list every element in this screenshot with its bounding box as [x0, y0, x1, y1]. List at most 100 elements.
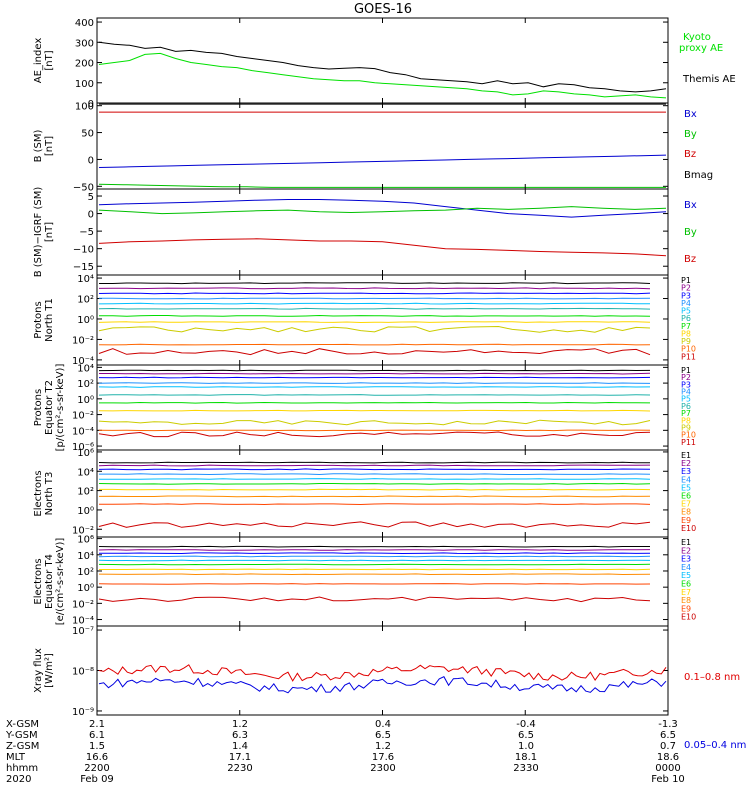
channel-line-e2: [98, 549, 651, 551]
panel-4: 10⁴ 10² 10⁰ 10⁻² 10⁻⁴ Protons North T1 P1P2P3P4…: [33, 274, 696, 367]
channel-line-p11: [98, 348, 651, 356]
y-tick-label: 400: [75, 18, 94, 29]
y-axis-label: North T1: [44, 298, 55, 342]
legend-e7: E7: [681, 500, 691, 509]
y-axis-label: North T3: [44, 472, 55, 516]
series-line-xray-2: [98, 676, 667, 694]
channel-line-p7: [99, 401, 651, 404]
ephem-cell: 1.2: [375, 741, 391, 752]
ephem-cell: 2200: [84, 763, 109, 774]
legend-p5: P5: [681, 395, 691, 404]
y-tick-label: 0: [88, 99, 94, 110]
ephem-cell: 16.6: [86, 752, 108, 763]
y-tick-label: 10²: [77, 487, 94, 498]
y-axis-label: Equator T2: [44, 380, 55, 435]
channel-line-p1: [99, 282, 651, 285]
y-axis-label: Electrons: [33, 558, 44, 604]
ephem-cell: 2330: [513, 763, 538, 774]
y-tick-label: 10⁰: [77, 583, 94, 594]
channel-line-p10: [98, 429, 651, 432]
legend-e1: E1: [681, 538, 691, 547]
channel-line-e6: [98, 563, 651, 566]
ephem-row-label: hhmm: [6, 763, 38, 774]
legend-p6: P6: [681, 314, 691, 323]
legend-e8: E8: [681, 508, 691, 517]
channel-line-e3: [98, 552, 651, 555]
y-tick-label: 50: [81, 129, 94, 140]
ephem-cell: 17.1: [229, 752, 251, 763]
y-axis-label: AE_index: [33, 38, 44, 84]
legend-p10: P10: [681, 431, 696, 440]
legend-bx: Bx: [684, 109, 697, 120]
legend-bx: Bx: [684, 200, 697, 211]
channel-line-p3: [98, 376, 651, 379]
channel-line-e8: [98, 495, 651, 498]
legend-p4: P4: [681, 388, 691, 397]
ephem-cell: Feb 10: [651, 774, 685, 785]
legend-by: By: [684, 129, 697, 140]
channel-line-e5: [98, 559, 651, 562]
y-tick-label: 10⁻⁸: [72, 667, 94, 678]
y-axis-label: [nT]: [44, 50, 55, 70]
legend-p8: P8: [681, 329, 691, 338]
y-tick-label: 10²: [77, 295, 94, 306]
legend-p7: P7: [681, 322, 691, 331]
channel-line-e7: [99, 488, 651, 491]
y-tick-label: 10⁴: [77, 274, 94, 285]
ephem-cell: -0.4: [516, 719, 536, 730]
ephem-row-label: Z-GSM: [6, 741, 39, 752]
legend-bmag: Bmag: [684, 170, 713, 181]
y-tick-label: −10: [73, 245, 94, 256]
y-tick-label: 200: [75, 59, 94, 70]
legend-p5: P5: [681, 307, 691, 316]
channel-line-e8: [98, 573, 651, 576]
ephem-cell: 6.3: [232, 730, 248, 741]
y-tick-label: 10⁻²: [72, 525, 94, 536]
panel-8: 10⁻⁷ 10⁻⁸ 10⁻⁹ Xray flux [W/m²] 0.1–0.8 nm 0.0…: [33, 625, 746, 751]
y-tick-label: 10⁶: [77, 535, 94, 546]
y-tick-label: 10⁻⁴: [72, 356, 94, 367]
legend-e4: E4: [681, 563, 691, 572]
channel-line-p2: [99, 372, 651, 375]
ephem-cell: 6.1: [89, 730, 105, 741]
channel-line-p7: [99, 314, 651, 317]
channel-line-p4: [98, 382, 651, 384]
y-tick-label: 10⁻⁷: [72, 626, 94, 637]
channel-line-e7: [99, 568, 651, 571]
channel-line-p6: [98, 394, 651, 396]
ephem-cell: 2230: [227, 763, 252, 774]
channel-line-p9: [98, 325, 651, 333]
legend-e10: E10: [681, 613, 696, 622]
channel-line-e6: [98, 482, 651, 485]
ephem-cell: 1.4: [232, 741, 248, 752]
y-axis-label: Xray flux: [33, 648, 44, 693]
channel-line-e3: [98, 468, 651, 471]
legend-e5: E5: [681, 483, 691, 492]
channel-line-e1: [98, 461, 650, 464]
channel-line-p9: [98, 419, 651, 426]
y-tick-label: 10⁻⁴: [72, 616, 94, 627]
legend-p2: P2: [681, 373, 691, 382]
y-axis-label: B (SM): [33, 129, 44, 162]
series-line-bx: [98, 154, 667, 168]
legend-kyoto: Kyoto: [683, 32, 711, 43]
legend-by: By: [684, 227, 697, 238]
legend-themis-ae: Themis AE: [682, 74, 736, 85]
ephem-cell: 18.6: [657, 752, 679, 763]
legend-e5: E5: [681, 571, 691, 580]
ephem-cell: 2.1: [89, 719, 105, 730]
legend-proxy-ae: proxy AE: [679, 43, 723, 54]
y-tick-label: 10⁴: [77, 363, 94, 374]
channel-line-p3: [98, 292, 651, 295]
y-tick-label: 10⁻²: [72, 599, 94, 610]
series-line-xray-1: [98, 664, 667, 682]
legend-p6: P6: [681, 402, 691, 411]
series-line-bz: [98, 238, 667, 257]
legend-p11: P11: [681, 438, 696, 447]
legend-p2: P2: [681, 284, 691, 293]
legend-p8: P8: [681, 416, 691, 425]
panel-7: 10⁶ 10⁴ 10² 10⁰ 10⁻² 10⁻⁴ Electrons Equator T4[…: [33, 535, 696, 627]
y-tick-label: 10⁴: [77, 551, 94, 562]
